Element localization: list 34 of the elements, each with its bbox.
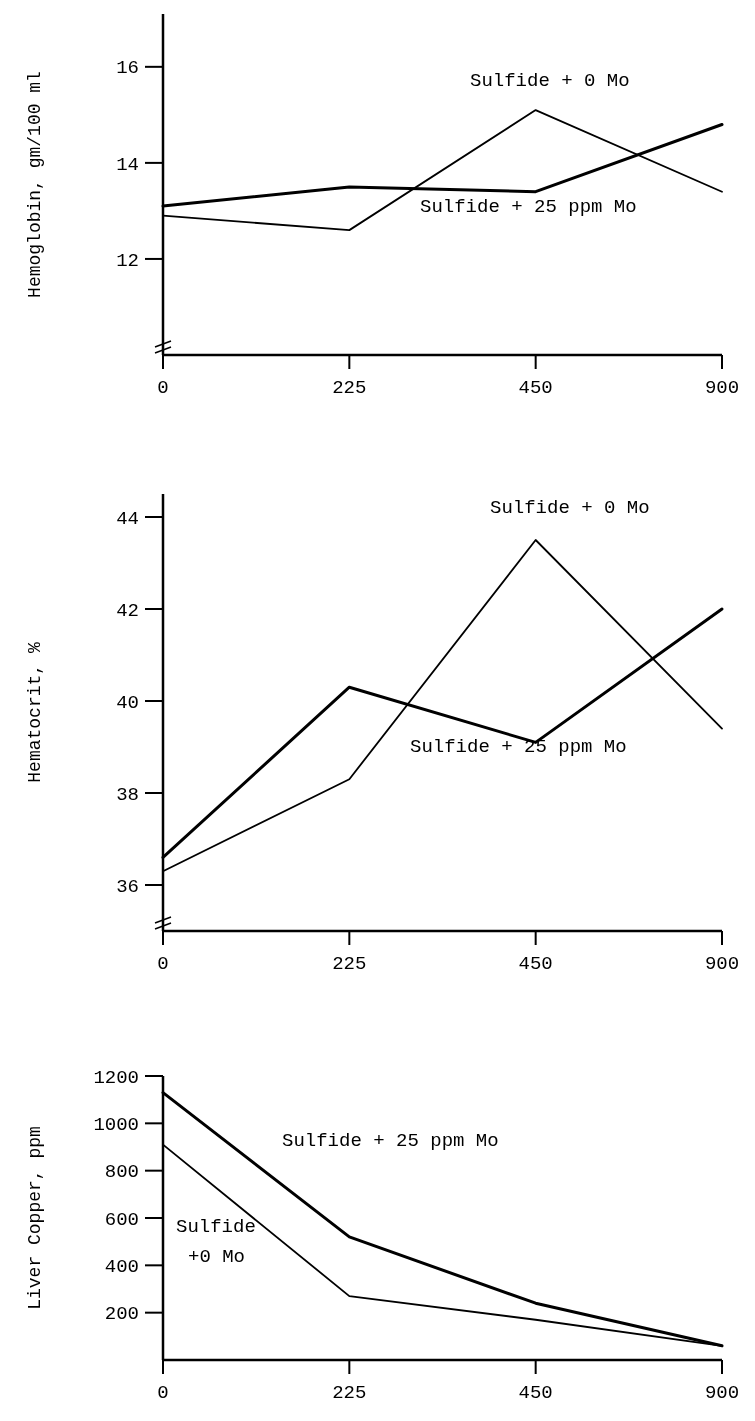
- y-tick-label: 1200: [93, 1066, 139, 1089]
- x-tick-label: 450: [518, 1382, 553, 1404]
- y-tick-label: 400: [104, 1255, 139, 1278]
- x-tick-label: 450: [518, 377, 553, 399]
- y-tick-label: 800: [104, 1161, 139, 1184]
- y-tick-label: 44: [116, 507, 139, 530]
- y-tick-label: 40: [116, 691, 139, 714]
- x-tick-label: 900: [704, 1382, 740, 1404]
- x-tick-label: 450: [518, 953, 553, 975]
- series-label: Sulfide + 25 ppm Mo: [282, 1130, 499, 1152]
- x-tick-label: 225: [332, 377, 367, 399]
- y-tick-label: 42: [116, 599, 139, 622]
- x-tick-label: 900: [704, 377, 740, 399]
- y-tick-label: 200: [104, 1303, 139, 1326]
- y-axis-title: Hematocrit, %: [25, 642, 45, 783]
- y-tick-label: 16: [116, 57, 139, 80]
- x-tick-label: 0: [157, 1382, 169, 1404]
- y-tick-label: 36: [116, 875, 139, 898]
- series-label: Sulfide + 0 Mo: [470, 70, 630, 92]
- series-label: Sulfide + 25 ppm Mo: [420, 196, 637, 218]
- y-tick-label: 600: [104, 1208, 139, 1231]
- y-tick-label: 1000: [93, 1113, 139, 1136]
- x-tick-label: 225: [332, 953, 367, 975]
- y-axis-title: Hemoglobin, gm/100 ml: [25, 71, 45, 298]
- x-tick-label: 0: [157, 377, 169, 399]
- x-tick-label: 225: [332, 1382, 367, 1404]
- y-tick-label: 12: [116, 249, 139, 272]
- y-tick-label: 38: [116, 783, 139, 806]
- legend-label: Sulfide +0 Mo: [176, 1216, 256, 1268]
- text: Sulfide + 0 Mo: [490, 497, 650, 519]
- x-tick-label: 0: [157, 953, 169, 975]
- y-axis-title: Liver Copper, ppm: [25, 1126, 45, 1310]
- y-tick-label: 14: [116, 153, 139, 176]
- x-tick-label: 900: [704, 953, 740, 975]
